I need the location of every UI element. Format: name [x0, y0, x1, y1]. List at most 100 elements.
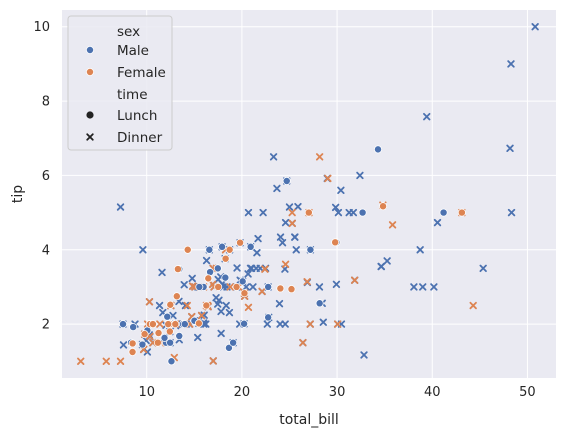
point-female-lunch — [240, 289, 249, 298]
point-female-lunch — [194, 319, 203, 328]
point-male-dinner — [349, 208, 358, 217]
point-male-lunch — [439, 208, 448, 217]
point-male-dinner — [214, 300, 222, 308]
point-female-lunch — [165, 327, 174, 336]
legend-marker-female — [86, 68, 94, 76]
x-tick-labels: 10 20 30 40 50 — [138, 385, 535, 400]
point-female-lunch — [166, 300, 175, 309]
point-male-dinner — [158, 268, 166, 277]
point-male-dinner — [244, 208, 253, 217]
point-female-dinner — [388, 221, 397, 229]
point-male-lunch — [205, 245, 214, 254]
point-male-dinner — [155, 301, 164, 310]
point-female-lunch — [140, 330, 149, 339]
point-male-dinner — [116, 203, 125, 211]
point-female-lunch — [202, 301, 211, 310]
point-male-dinner — [506, 144, 514, 152]
point-male-dinner — [337, 186, 345, 194]
point-female-dinner — [469, 301, 477, 310]
point-female-dinner — [350, 276, 359, 284]
point-female-dinner — [244, 303, 253, 312]
legend-label-lunch: Lunch — [117, 108, 157, 124]
point-female-lunch — [154, 329, 163, 337]
y-tick-labels: 2 4 6 8 10 — [33, 20, 50, 332]
point-male-dinner — [332, 280, 341, 289]
point-male-dinner — [225, 308, 234, 317]
point-male-dinner — [294, 202, 302, 211]
point-male-lunch — [175, 332, 184, 340]
point-male-lunch — [221, 273, 230, 282]
point-female-lunch — [128, 348, 137, 356]
point-male-dinner — [433, 218, 442, 227]
point-female-lunch — [232, 282, 241, 291]
point-male-dinner — [416, 246, 424, 254]
point-male-dinner — [269, 153, 278, 161]
point-female-lunch — [153, 338, 162, 347]
point-male-lunch — [167, 357, 176, 366]
legend-marker-lunch — [86, 111, 94, 119]
point-male-dinner — [119, 341, 128, 349]
x-tick-label: 40 — [424, 385, 441, 400]
point-male-dinner — [278, 238, 287, 247]
point-male-lunch — [358, 208, 367, 217]
x-tick-label: 20 — [234, 385, 251, 400]
point-female-dinner — [226, 283, 234, 291]
point-female-lunch — [457, 208, 466, 217]
point-male-dinner — [430, 283, 438, 291]
point-male-dinner — [281, 218, 290, 227]
point-male-lunch — [246, 242, 255, 251]
point-male-dinner — [222, 301, 230, 310]
point-male-lunch — [119, 320, 127, 329]
point-male-lunch — [129, 323, 138, 332]
point-female-lunch — [148, 320, 157, 329]
point-female-dinner — [333, 320, 342, 328]
x-tick-label: 50 — [519, 385, 536, 400]
point-female-lunch — [128, 339, 137, 348]
data-points — [77, 23, 539, 366]
point-female-lunch — [236, 238, 245, 247]
point-male-dinner — [202, 320, 210, 328]
point-female-dinner — [183, 301, 191, 310]
point-male-dinner — [249, 283, 257, 291]
point-male-dinner — [276, 233, 285, 241]
point-male-dinner — [139, 246, 147, 254]
point-male-dinner — [423, 112, 431, 121]
point-female-dinner — [306, 320, 314, 328]
point-male-dinner — [202, 256, 211, 265]
point-male-dinner — [479, 264, 487, 273]
point-male-dinner — [273, 184, 281, 193]
y-tick-label: 10 — [33, 20, 50, 35]
point-female-lunch — [173, 265, 182, 274]
y-tick-label: 8 — [42, 95, 50, 110]
point-female-lunch — [171, 320, 180, 329]
y-tick-label: 4 — [42, 243, 50, 258]
point-female-dinner — [324, 174, 332, 183]
point-female-lunch — [214, 282, 223, 291]
point-female-lunch — [379, 202, 388, 211]
point-female-dinner — [261, 265, 269, 273]
point-female-dinner — [315, 153, 324, 161]
point-male-dinner — [334, 208, 343, 217]
point-male-lunch — [218, 242, 227, 251]
point-male-dinner — [383, 257, 391, 265]
point-male-dinner — [254, 234, 262, 243]
point-male-lunch — [195, 282, 204, 291]
point-male-dinner — [233, 264, 241, 272]
point-male-dinner — [263, 320, 272, 328]
point-male-lunch — [306, 245, 315, 254]
point-female-lunch — [287, 285, 296, 294]
point-female-dinner — [145, 298, 154, 306]
point-female-dinner — [288, 208, 296, 217]
point-male-dinner — [410, 283, 418, 291]
point-male-dinner — [281, 320, 289, 328]
x-axis-label: total_bill — [279, 412, 339, 428]
point-male-dinner — [188, 274, 196, 283]
point-male-lunch — [166, 338, 175, 347]
point-female-dinner — [299, 338, 307, 347]
legend-box — [67, 15, 173, 151]
point-male-lunch — [238, 277, 247, 286]
legend-marker-dinner — [86, 133, 94, 141]
point-male-dinner — [360, 351, 368, 359]
point-female-lunch — [276, 284, 285, 293]
